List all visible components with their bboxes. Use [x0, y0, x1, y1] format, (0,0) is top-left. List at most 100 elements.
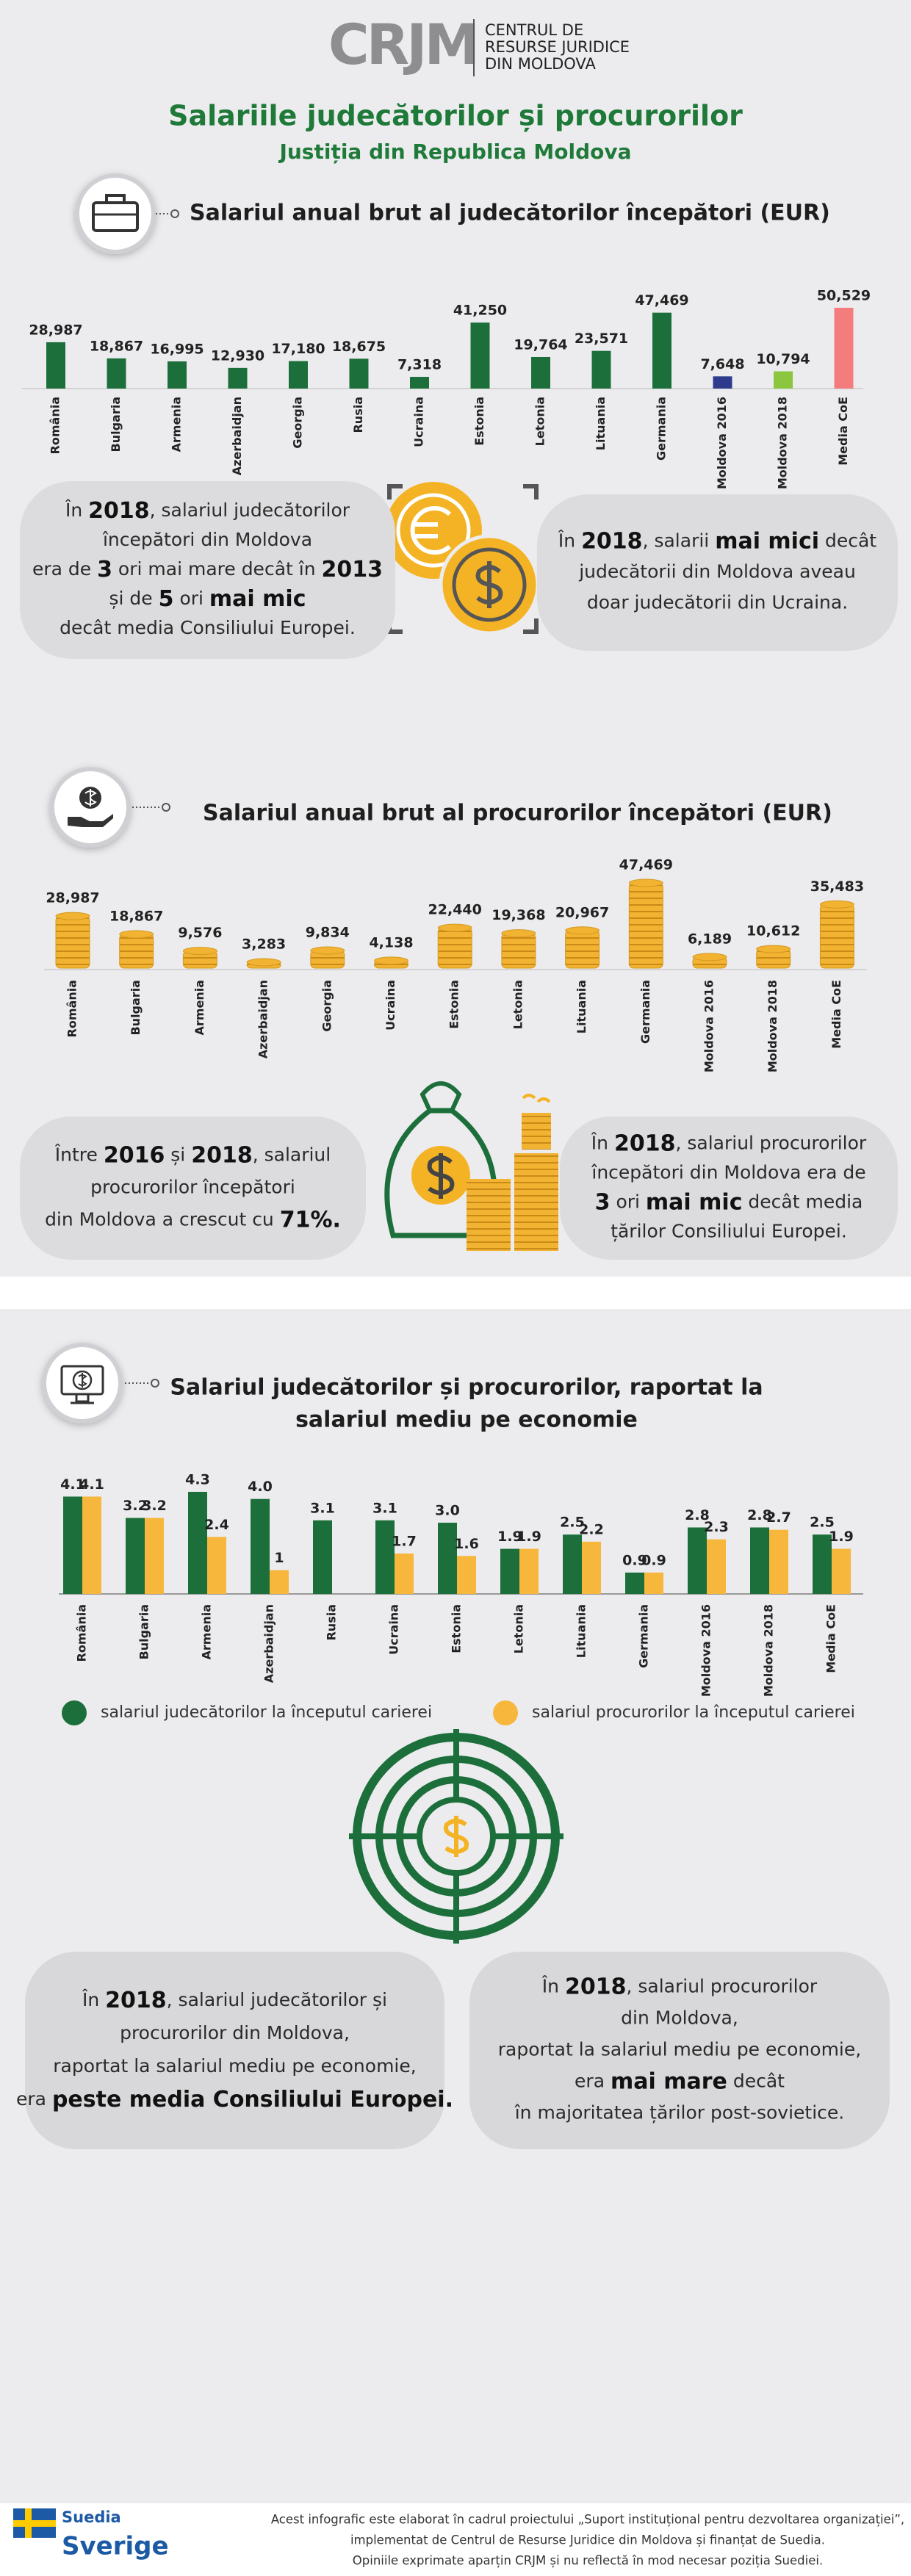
- x-tick-label: Ucraina: [384, 980, 397, 1031]
- footer-flag-label: Suedia: [62, 2508, 121, 2526]
- callout-emphasis: 3: [97, 557, 112, 582]
- callout-text: țărilor Consiliului Europei.: [611, 1221, 847, 1242]
- swedish-flag: [13, 2508, 56, 2538]
- x-tick-label: Media CoE: [836, 397, 850, 466]
- callout-text: ori: [174, 588, 209, 609]
- org-name: DIN MOLDOVA: [485, 55, 596, 73]
- callout-text: raportat la salariul mediu pe economie,: [53, 2055, 416, 2077]
- x-tick-label: Germania: [637, 1604, 651, 1668]
- callout-line: În 2018, salariul judecătorilor: [65, 498, 350, 524]
- bar: [410, 377, 429, 389]
- coin-top: [310, 946, 345, 955]
- legend-marker: [62, 1700, 87, 1725]
- footer-text: Acest infografic este elaborat în cadrul…: [271, 2513, 904, 2527]
- bar: [349, 358, 369, 389]
- coin-stack: [628, 882, 663, 969]
- value-label: 9,834: [306, 924, 350, 940]
- callout-text: , salariul judecătorilor și: [167, 1989, 387, 2010]
- x-tick-label: Armenia: [170, 397, 184, 452]
- callout-text: , salariul procurorilor: [675, 1133, 866, 1154]
- footer-text: Opiniile exprimate aparțin CRJM și nu re…: [353, 2554, 823, 2568]
- callout-text: În: [541, 1976, 565, 1997]
- bar: [707, 1539, 726, 1594]
- coin-top: [182, 947, 217, 956]
- bar: [46, 342, 65, 389]
- callout-text: era: [575, 2071, 611, 2092]
- callout-text: din Moldova,: [621, 2007, 738, 2029]
- x-tick-label: Estonia: [447, 980, 461, 1029]
- callout-text: judecătorii din Moldova aveau: [578, 561, 856, 582]
- coin-top: [437, 923, 472, 932]
- value-label: 2.7: [766, 1509, 791, 1526]
- callout-emphasis: 5: [159, 586, 174, 612]
- bar: [395, 1554, 414, 1594]
- value-label: 3.1: [310, 1500, 335, 1516]
- callout-box: [25, 1952, 444, 2149]
- callout-text: decât: [727, 2071, 785, 2092]
- x-tick-label: Letonia: [512, 1604, 526, 1653]
- bar: [644, 1572, 663, 1594]
- bar: [375, 1520, 395, 1594]
- bar: [519, 1548, 539, 1594]
- x-tick-label: Azerbaidjan: [230, 397, 244, 475]
- coin-stack: [55, 915, 90, 969]
- callout-text: doar judecătorii din Ucraina.: [587, 592, 848, 613]
- value-label: 4.1: [60, 1476, 85, 1493]
- x-tick-label: Georgia: [320, 980, 334, 1032]
- bar: [228, 367, 248, 389]
- callout-line: din Moldova a crescut cu 71%.: [45, 1207, 341, 1233]
- callout-emphasis: mai mare: [611, 2068, 727, 2094]
- value-label: 2.2: [579, 1521, 604, 1537]
- x-tick-label: Armenia: [192, 980, 206, 1035]
- callout-emphasis: 2018: [581, 528, 643, 554]
- x-tick-label: Lituania: [594, 397, 608, 450]
- coin-top: [119, 930, 154, 939]
- hand-coin-icon: [50, 767, 170, 848]
- bar: [832, 1548, 851, 1594]
- value-label: 4.0: [248, 1479, 273, 1495]
- value-label: 50,529: [817, 288, 871, 304]
- coin-top: [565, 926, 600, 935]
- value-label: 3.1: [372, 1500, 397, 1516]
- value-label: 28,987: [29, 322, 82, 338]
- chart-title: salariul mediu pe economie: [295, 1407, 638, 1433]
- callout-line: 3 ori mai mic decât media: [595, 1189, 863, 1215]
- bar: [688, 1527, 707, 1594]
- value-label: 2.8: [747, 1507, 772, 1523]
- x-tick-label: Georgia: [291, 397, 305, 449]
- legend-label: salariul judecătorilor la începutul cari…: [101, 1703, 432, 1722]
- x-tick-label: Bulgaria: [137, 1604, 151, 1660]
- x-tick-label: România: [65, 980, 79, 1037]
- x-tick-label: Ucraina: [412, 397, 426, 447]
- value-label: 18,675: [332, 339, 386, 355]
- bar: [457, 1556, 476, 1594]
- bar: [563, 1534, 582, 1594]
- callout-box: [560, 1116, 898, 1260]
- legend-marker: [493, 1700, 518, 1725]
- value-label: 3,283: [242, 936, 286, 952]
- logo: CRJM: [328, 12, 477, 77]
- bar: [251, 1498, 270, 1594]
- callout-emphasis: 3: [595, 1189, 611, 1215]
- bar: [625, 1572, 644, 1594]
- callout-line: era peste media Consiliului Europei.: [16, 2087, 453, 2113]
- callout-line: începători din Moldova era de: [591, 1162, 865, 1183]
- callout-line: în majoritatea țărilor post-sovietice.: [514, 2102, 845, 2124]
- callout-emphasis: 71%.: [280, 1207, 341, 1233]
- bar: [107, 358, 126, 389]
- callout-text: din Moldova a crescut cu: [45, 1209, 280, 1230]
- x-tick-label: Moldova 2016: [702, 980, 716, 1072]
- callout-emphasis: mai mic: [646, 1189, 743, 1215]
- x-tick-label: Lituania: [575, 980, 588, 1033]
- bar: [652, 312, 671, 389]
- coin-top: [55, 912, 90, 920]
- bar: [713, 376, 732, 389]
- target-icon: [349, 1729, 563, 1944]
- coin-top: [374, 956, 408, 965]
- coin-top: [246, 958, 281, 967]
- value-label: 1.9: [516, 1529, 541, 1545]
- callout-line: era mai mare decât: [575, 2068, 785, 2094]
- coin-top: [692, 953, 727, 962]
- value-label: 1.9: [829, 1529, 854, 1545]
